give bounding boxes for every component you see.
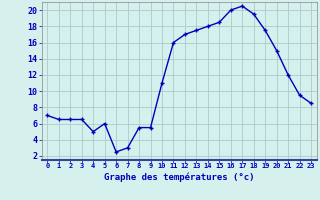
X-axis label: Graphe des températures (°c): Graphe des températures (°c) [104, 172, 254, 182]
